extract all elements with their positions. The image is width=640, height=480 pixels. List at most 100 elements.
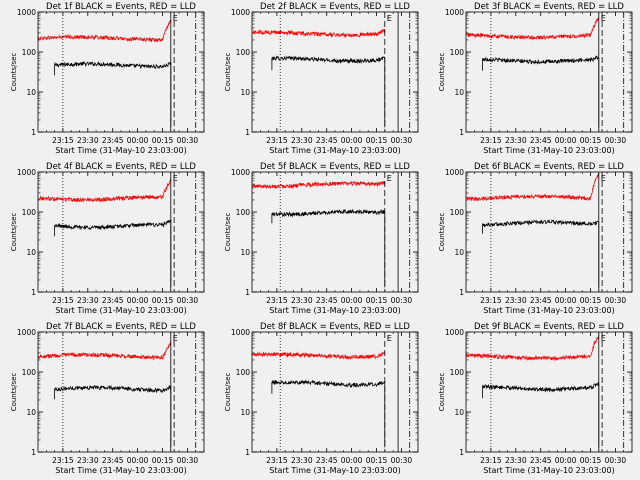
- x-tick-label: 23:15: [52, 136, 74, 145]
- x-tick-label: 23:15: [52, 456, 74, 465]
- x-tick-label: 00:30: [177, 296, 199, 305]
- detector-panel: Det 3f BLACK = Events, RED = LLD Counts/s…: [438, 2, 633, 155]
- detector-panel: Det 5f BLACK = Events, RED = LLD Counts/s…: [224, 162, 419, 315]
- x-tick-label: 00:15: [366, 456, 388, 465]
- x-tick-label: 00:30: [391, 456, 413, 465]
- detector-panel: Det 9f BLACK = Events, RED = LLD Counts/s…: [438, 322, 633, 475]
- x-tick-label: 23:30: [77, 456, 99, 465]
- panel-title: Det 4f BLACK = Events, RED = LLD: [46, 162, 196, 172]
- panel-title: Det 3f BLACK = Events, RED = LLD: [474, 2, 624, 12]
- x-tick-label: 00:00: [341, 456, 363, 465]
- x-tick-label: 23:45: [530, 296, 552, 305]
- x-tick-label: 23:30: [77, 136, 99, 145]
- x-axis-label: Start Time (31-May-10 23:03:00): [55, 306, 186, 315]
- x-tick-label: 00:30: [605, 456, 627, 465]
- x-tick-label: 23:30: [291, 296, 313, 305]
- y-axis-label: Counts/sec: [10, 213, 18, 252]
- x-tick-label: 23:30: [77, 296, 99, 305]
- lld-series-line: [251, 351, 386, 360]
- panel-annotation: E: [173, 14, 178, 23]
- y-tick-label: 10: [454, 408, 464, 417]
- y-tick-label: 100: [236, 48, 251, 57]
- lld-series-line: [465, 335, 600, 362]
- y-tick-label: 1: [245, 128, 250, 137]
- y-axis-label: Counts/sec: [224, 373, 232, 412]
- y-tick-label: 1000: [445, 168, 464, 177]
- y-tick-label: 1000: [231, 8, 250, 17]
- y-tick-label: 1000: [231, 168, 250, 177]
- y-axis-label: Counts/sec: [438, 53, 446, 92]
- y-tick-label: 10: [454, 248, 464, 257]
- lld-series-line: [251, 28, 386, 39]
- y-tick-label: 1: [31, 288, 36, 297]
- x-tick-label: 23:45: [316, 296, 338, 305]
- x-tick-label: 00:00: [341, 136, 363, 145]
- x-tick-label: 00:15: [366, 136, 388, 145]
- x-tick-label: 00:30: [605, 296, 627, 305]
- x-tick-label: 23:30: [291, 456, 313, 465]
- plot-frame: [251, 11, 419, 133]
- plot-frame: [251, 331, 419, 453]
- events-series-line: [271, 379, 386, 448]
- x-axis-label: Start Time (31-May-10 23:03:00): [55, 466, 186, 475]
- panel-title: Det 6f BLACK = Events, RED = LLD: [474, 162, 624, 172]
- x-tick-label: 00:15: [580, 456, 602, 465]
- y-tick-label: 1000: [445, 8, 464, 17]
- x-axis-label: Start Time (31-May-10 23:03:00): [483, 466, 614, 475]
- panel-title: Det 9f BLACK = Events, RED = LLD: [474, 322, 624, 332]
- lld-series-line: [465, 17, 600, 41]
- y-tick-label: 10: [454, 88, 464, 97]
- y-axis-label: Counts/sec: [10, 373, 18, 412]
- plot-frame: [251, 171, 419, 293]
- events-series-line: [482, 382, 600, 448]
- events-series-line: [271, 208, 386, 288]
- y-axis-label: Counts/sec: [10, 53, 18, 92]
- panel-title: Det 2f BLACK = Events, RED = LLD: [260, 2, 410, 12]
- y-tick-label: 1: [31, 448, 36, 457]
- x-tick-label: 23:30: [291, 136, 313, 145]
- lld-series-line: [37, 341, 172, 361]
- x-tick-label: 23:15: [480, 456, 502, 465]
- panel-annotation: E: [387, 334, 392, 343]
- x-axis-label: Start Time (31-May-10 23:03:00): [55, 146, 186, 155]
- lld-series-line: [251, 180, 385, 190]
- events-series-line: [54, 219, 172, 288]
- y-axis-label: Counts/sec: [224, 213, 232, 252]
- x-tick-label: 00:00: [555, 456, 577, 465]
- panel-annotation: E: [387, 14, 392, 23]
- x-tick-label: 00:30: [177, 136, 199, 145]
- x-tick-label: 00:00: [127, 136, 149, 145]
- x-tick-label: 23:45: [316, 136, 338, 145]
- x-tick-label: 00:15: [580, 136, 602, 145]
- x-tick-label: 23:45: [530, 456, 552, 465]
- panel-title: Det 5f BLACK = Events, RED = LLD: [260, 162, 410, 172]
- y-axis-label: Counts/sec: [438, 213, 446, 252]
- y-tick-label: 1: [245, 448, 250, 457]
- y-tick-label: 1: [31, 128, 36, 137]
- panel-title: Det 7f BLACK = Events, RED = LLD: [46, 322, 196, 332]
- y-tick-label: 100: [236, 368, 251, 377]
- x-tick-label: 00:30: [605, 136, 627, 145]
- x-tick-label: 23:15: [266, 456, 288, 465]
- y-tick-label: 10: [26, 408, 36, 417]
- x-axis-label: Start Time (31-May-10 23:03:00): [483, 306, 614, 315]
- x-tick-label: 23:45: [102, 296, 124, 305]
- x-axis-label: Start Time (31-May-10 23:03:00): [483, 146, 614, 155]
- panel-annotation: E: [173, 334, 178, 343]
- detector-panel: Det 7f BLACK = Events, RED = LLD Counts/s…: [10, 322, 205, 475]
- x-tick-label: 00:00: [127, 296, 149, 305]
- x-tick-label: 00:00: [341, 296, 363, 305]
- x-tick-label: 23:45: [316, 456, 338, 465]
- x-axis-label: Start Time (31-May-10 23:03:00): [269, 146, 400, 155]
- y-tick-label: 10: [26, 88, 36, 97]
- y-axis-label: Counts/sec: [224, 53, 232, 92]
- x-tick-label: 23:30: [505, 136, 527, 145]
- x-tick-label: 23:15: [266, 136, 288, 145]
- y-tick-label: 100: [22, 368, 37, 377]
- events-series-line: [482, 219, 600, 288]
- y-axis-label: Counts/sec: [438, 373, 446, 412]
- events-series-line: [54, 60, 172, 128]
- y-tick-label: 10: [26, 248, 36, 257]
- y-tick-label: 1: [459, 128, 464, 137]
